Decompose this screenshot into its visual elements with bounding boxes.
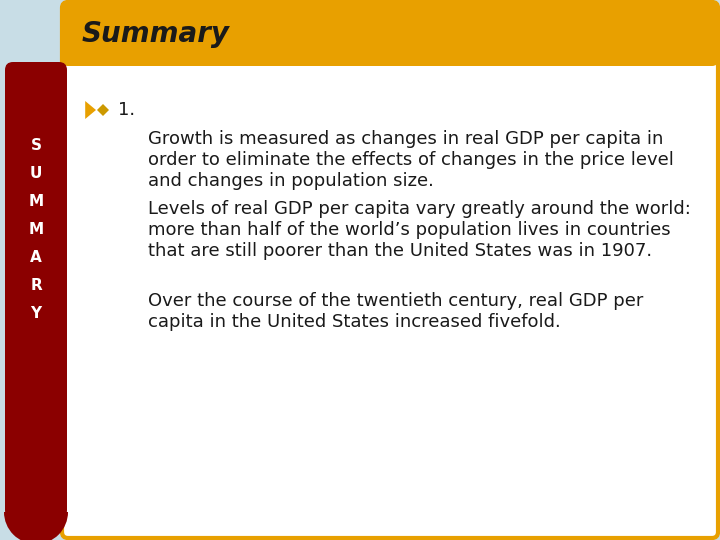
Polygon shape — [85, 101, 96, 119]
Text: and changes in population size.: and changes in population size. — [148, 172, 434, 190]
Text: order to eliminate the effects of changes in the price level: order to eliminate the effects of change… — [148, 151, 674, 169]
Text: R: R — [30, 278, 42, 293]
Text: M: M — [28, 221, 44, 237]
Text: more than half of the world’s population lives in countries: more than half of the world’s population… — [148, 221, 670, 239]
Polygon shape — [97, 104, 109, 116]
Text: M: M — [28, 193, 44, 208]
Text: U: U — [30, 165, 42, 180]
Text: capita in the United States increased fivefold.: capita in the United States increased fi… — [148, 313, 561, 331]
Text: Over the course of the twentieth century, real GDP per: Over the course of the twentieth century… — [148, 292, 644, 310]
Text: Y: Y — [30, 306, 42, 321]
Text: Levels of real GDP per capita vary greatly around the world:: Levels of real GDP per capita vary great… — [148, 200, 691, 218]
Text: S: S — [30, 138, 42, 152]
Text: Summary: Summary — [82, 20, 230, 48]
FancyBboxPatch shape — [5, 62, 67, 518]
Text: A: A — [30, 249, 42, 265]
Bar — [68, 34, 712, 60]
Wedge shape — [4, 512, 68, 540]
FancyBboxPatch shape — [62, 2, 718, 538]
Text: Growth is measured as changes in real GDP per capita in: Growth is measured as changes in real GD… — [148, 130, 663, 148]
FancyBboxPatch shape — [62, 2, 718, 66]
Text: 1.: 1. — [118, 101, 135, 119]
Text: that are still poorer than the United States was in 1907.: that are still poorer than the United St… — [148, 242, 652, 260]
